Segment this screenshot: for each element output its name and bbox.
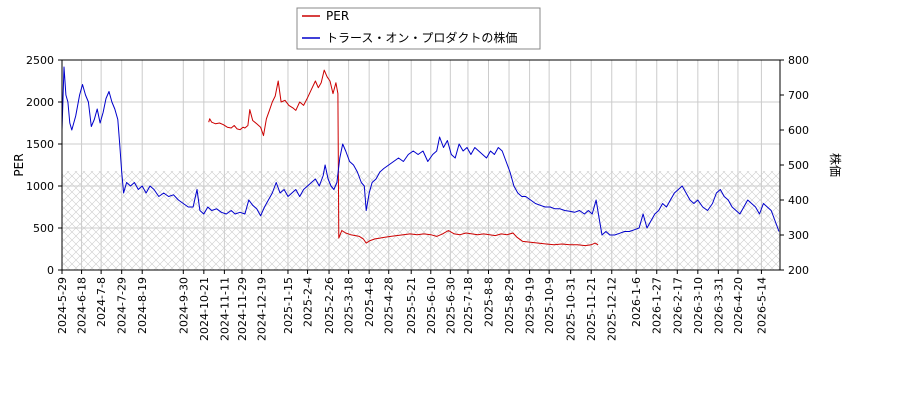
x-tick-label: 2025-6-30 bbox=[444, 277, 457, 334]
x-tick-label: 2026-3-10 bbox=[692, 277, 705, 334]
right-tick-label: 800 bbox=[788, 54, 809, 67]
right-tick-label: 700 bbox=[788, 89, 809, 102]
legend-box bbox=[296, 7, 541, 50]
legend: PER トラース・オン・プロダクトの株価 bbox=[296, 7, 541, 50]
per-series-line bbox=[208, 69, 599, 247]
x-tick-label: 2024-5-29 bbox=[56, 277, 69, 334]
x-tick-label: 2025-2-4 bbox=[302, 277, 315, 327]
axis-ticks bbox=[58, 59, 784, 274]
x-tick-label: 2025-8-8 bbox=[482, 277, 495, 327]
x-tick-label: 2025-6-10 bbox=[425, 277, 438, 334]
hatched-band bbox=[62, 171, 780, 270]
x-tick-label: 2024-12-19 bbox=[256, 277, 269, 341]
x-tick-label: 2024-6-18 bbox=[76, 277, 89, 334]
axis-tick-labels: 0 500 1000 1500 2000 2500 200 300 400 500 600 700 80… bbox=[26, 54, 809, 341]
left-tick-label: 2500 bbox=[26, 54, 54, 67]
x-tick-label: 2024-11-11 bbox=[218, 277, 231, 341]
x-tick-label: 2026-1-27 bbox=[651, 277, 664, 334]
x-tick-label: 2026-2-17 bbox=[671, 277, 684, 334]
x-tick-label: 2025-4-28 bbox=[383, 277, 396, 334]
right-tick-label: 400 bbox=[788, 194, 809, 207]
x-tick-label: 2024-7-8 bbox=[95, 277, 108, 327]
right-tick-label: 600 bbox=[788, 124, 809, 137]
legend-label-stock-price: トラース・オン・プロダクトの株価 bbox=[326, 30, 517, 45]
left-axis-title: PER bbox=[12, 153, 26, 176]
left-tick-label: 2000 bbox=[26, 96, 54, 109]
x-tick-label: 2025-8-29 bbox=[503, 277, 516, 334]
x-tick-label: 2026-3-31 bbox=[712, 277, 725, 334]
x-tick-label: 2025-2-26 bbox=[323, 277, 336, 334]
x-tick-label: 2024-10-21 bbox=[198, 277, 211, 341]
x-tick-label: 2025-3-18 bbox=[343, 277, 356, 334]
x-tick-label: 2025-5-21 bbox=[405, 277, 418, 334]
grid bbox=[61, 59, 780, 271]
x-tick-label: 2025-7-18 bbox=[462, 277, 475, 334]
x-tick-label: 2025-4-8 bbox=[363, 277, 376, 327]
series-layer bbox=[62, 66, 780, 247]
right-tick-label: 500 bbox=[788, 159, 809, 172]
left-tick-label: 500 bbox=[33, 222, 54, 235]
legend-label-per: PER bbox=[326, 9, 349, 23]
left-tick-label: 0 bbox=[47, 264, 54, 277]
x-tick-label: 2024-8-19 bbox=[136, 277, 149, 334]
x-tick-label: 2025-12-12 bbox=[606, 277, 619, 341]
left-tick-label: 1000 bbox=[26, 180, 54, 193]
x-tick-label: 2026-5-14 bbox=[755, 277, 768, 334]
x-tick-label: 2025-11-21 bbox=[585, 277, 598, 341]
x-tick-label: 2026-1-6 bbox=[630, 277, 643, 327]
right-tick-label: 200 bbox=[788, 264, 809, 277]
x-tick-label: 2024-11-29 bbox=[236, 277, 249, 341]
x-tick-label: 2025-9-19 bbox=[524, 277, 537, 334]
x-tick-label: 2025-10-31 bbox=[565, 277, 578, 341]
right-axis-title: 株価 bbox=[828, 153, 843, 177]
x-tick-label: 2024-7-29 bbox=[116, 277, 129, 334]
stock-price-series-line bbox=[62, 66, 780, 236]
left-tick-label: 1500 bbox=[26, 138, 54, 151]
right-tick-label: 300 bbox=[788, 229, 809, 242]
x-tick-label: 2025-10-9 bbox=[543, 277, 556, 334]
x-tick-label: 2026-4-20 bbox=[732, 277, 745, 334]
x-tick-label: 2025-1-15 bbox=[282, 277, 295, 334]
x-tick-label: 2024-9-30 bbox=[177, 277, 190, 334]
